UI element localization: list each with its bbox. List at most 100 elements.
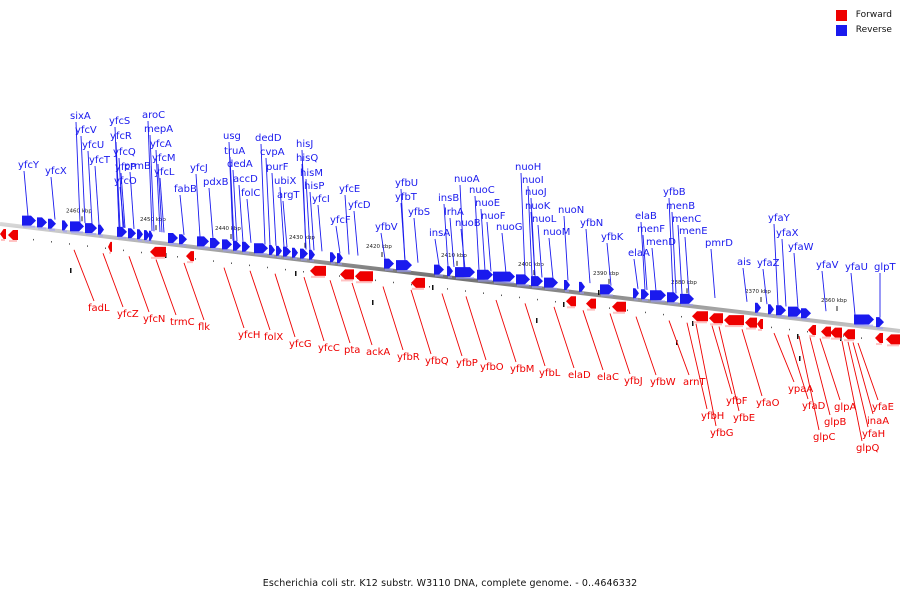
forward-gene-label[interactable]: yfbL xyxy=(539,368,561,379)
forward-gene-label[interactable]: yfaD xyxy=(802,401,826,412)
reverse-gene-label[interactable]: nuoL xyxy=(532,214,557,225)
reverse-gene-arrow[interactable] xyxy=(396,260,412,271)
reverse-gene-label[interactable]: yfcD xyxy=(348,200,371,211)
reverse-gene-arrow[interactable] xyxy=(876,317,884,328)
reverse-gene-label[interactable]: cvpA xyxy=(260,147,285,158)
reverse-gene-arrow[interactable] xyxy=(283,246,291,257)
forward-gene-arrow[interactable] xyxy=(310,265,326,276)
reverse-gene-label[interactable]: menD xyxy=(646,237,676,248)
reverse-gene-arrow[interactable] xyxy=(137,229,143,240)
forward-gene-label[interactable]: folX xyxy=(264,332,283,343)
reverse-gene-label[interactable]: dedD xyxy=(255,133,282,144)
reverse-gene-arrow[interactable] xyxy=(144,230,150,241)
reverse-gene-arrow[interactable] xyxy=(544,277,558,288)
reverse-gene-arrow[interactable] xyxy=(788,306,802,317)
reverse-gene-label[interactable]: yfaW xyxy=(788,242,814,253)
forward-gene-label[interactable]: yfcZ xyxy=(117,309,139,320)
reverse-gene-label[interactable]: yfcU xyxy=(82,140,104,151)
reverse-gene-label[interactable]: nuoH xyxy=(515,162,541,173)
reverse-gene-label[interactable]: nuoE xyxy=(475,198,500,209)
reverse-gene-label[interactable]: sixA xyxy=(70,111,91,122)
forward-gene-label[interactable]: yfaO xyxy=(756,398,780,409)
reverse-gene-label[interactable]: yfcJ xyxy=(190,163,208,174)
reverse-gene-arrow[interactable] xyxy=(62,220,68,231)
reverse-gene-label[interactable]: menE xyxy=(679,226,708,237)
reverse-gene-label[interactable]: yfcL xyxy=(154,167,175,178)
forward-gene-label[interactable]: flk xyxy=(198,322,210,333)
reverse-gene-label[interactable]: yfcV xyxy=(75,125,97,136)
reverse-gene-label[interactable]: aroC xyxy=(142,110,165,121)
forward-gene-label[interactable]: elaC xyxy=(597,372,619,383)
reverse-gene-label[interactable]: nuoI xyxy=(522,175,544,186)
forward-gene-label[interactable]: yfbG xyxy=(710,428,734,439)
forward-gene-arrow[interactable] xyxy=(0,229,6,239)
forward-gene-label[interactable]: yfbO xyxy=(480,362,504,373)
forward-gene-label[interactable]: glpC xyxy=(813,432,835,443)
reverse-gene-arrow[interactable] xyxy=(600,284,614,295)
reverse-gene-arrow[interactable] xyxy=(531,276,543,287)
reverse-gene-label[interactable]: yfcM xyxy=(152,153,176,164)
reverse-gene-arrow[interactable] xyxy=(641,289,649,300)
reverse-gene-arrow[interactable] xyxy=(85,223,97,234)
forward-gene-label[interactable]: yfaH xyxy=(862,429,885,440)
reverse-gene-label[interactable]: argT xyxy=(277,190,300,201)
reverse-gene-label[interactable]: yfaU xyxy=(845,262,868,273)
reverse-gene-label[interactable]: folC xyxy=(241,188,260,199)
forward-gene-arrow[interactable] xyxy=(886,334,900,345)
reverse-gene-arrow[interactable] xyxy=(197,236,209,247)
reverse-gene-arrow[interactable] xyxy=(801,308,811,319)
reverse-gene-arrow[interactable] xyxy=(70,221,84,232)
forward-gene-arrow[interactable] xyxy=(186,251,194,262)
reverse-gene-label[interactable]: yfbK xyxy=(601,232,624,243)
reverse-gene-arrow[interactable] xyxy=(493,271,515,282)
reverse-gene-label[interactable]: menC xyxy=(672,214,701,225)
reverse-gene-arrow[interactable] xyxy=(233,240,241,251)
reverse-gene-label[interactable]: dedA xyxy=(227,159,253,170)
reverse-gene-label[interactable]: elaB xyxy=(635,211,657,222)
reverse-gene-label[interactable]: prmB xyxy=(124,161,151,172)
reverse-gene-arrow[interactable] xyxy=(447,266,453,277)
forward-gene-label[interactable]: glpA xyxy=(834,402,856,413)
forward-gene-label[interactable]: yfbW xyxy=(650,377,676,388)
forward-gene-label[interactable]: ackA xyxy=(366,347,390,358)
reverse-gene-arrow[interactable] xyxy=(117,226,127,237)
forward-gene-arrow[interactable] xyxy=(709,313,723,324)
reverse-gene-label[interactable]: yfcX xyxy=(45,166,67,177)
reverse-gene-label[interactable]: yfbU xyxy=(395,178,418,189)
reverse-gene-label[interactable]: ais xyxy=(737,257,751,268)
forward-gene-arrow[interactable] xyxy=(821,326,831,337)
reverse-gene-arrow[interactable] xyxy=(22,215,36,226)
reverse-gene-arrow[interactable] xyxy=(680,293,694,304)
reverse-gene-arrow[interactable] xyxy=(149,230,153,241)
forward-gene-label[interactable]: elaD xyxy=(568,370,591,381)
reverse-gene-label[interactable]: insB xyxy=(438,193,459,204)
forward-gene-arrow[interactable] xyxy=(411,277,425,288)
reverse-gene-arrow[interactable] xyxy=(337,253,343,264)
reverse-gene-label[interactable]: yfaY xyxy=(768,213,791,224)
reverse-gene-arrow[interactable] xyxy=(776,305,786,316)
reverse-gene-label[interactable]: nuoJ xyxy=(525,187,547,198)
forward-gene-label[interactable]: yfbJ xyxy=(624,376,643,387)
reverse-gene-arrow[interactable] xyxy=(242,241,250,252)
reverse-gene-label[interactable]: menB xyxy=(666,201,695,212)
reverse-gene-label[interactable]: nuoM xyxy=(543,227,570,238)
forward-gene-arrow[interactable] xyxy=(612,301,626,312)
reverse-gene-label[interactable]: yfaX xyxy=(776,228,799,239)
forward-gene-arrow[interactable] xyxy=(724,315,744,326)
reverse-gene-arrow[interactable] xyxy=(330,252,336,263)
reverse-gene-label[interactable]: yfcA xyxy=(150,139,172,150)
forward-gene-arrow[interactable] xyxy=(8,229,18,240)
forward-gene-label[interactable]: yfcN xyxy=(143,314,165,325)
forward-gene-arrow[interactable] xyxy=(745,317,757,328)
forward-gene-label[interactable]: ypaA xyxy=(788,384,813,395)
reverse-gene-label[interactable]: yfbN xyxy=(580,218,603,229)
reverse-gene-label[interactable]: fabB xyxy=(174,184,197,195)
reverse-gene-label[interactable]: hisM xyxy=(300,168,323,179)
reverse-gene-label[interactable]: yfcS xyxy=(109,116,130,127)
reverse-gene-label[interactable]: yfcI xyxy=(312,194,330,205)
forward-gene-label[interactable]: yfbF xyxy=(726,396,748,407)
reverse-gene-label[interactable]: yfaV xyxy=(816,260,839,271)
reverse-gene-arrow[interactable] xyxy=(667,292,679,303)
forward-gene-arrow[interactable] xyxy=(808,325,816,336)
reverse-gene-arrow[interactable] xyxy=(579,281,585,292)
